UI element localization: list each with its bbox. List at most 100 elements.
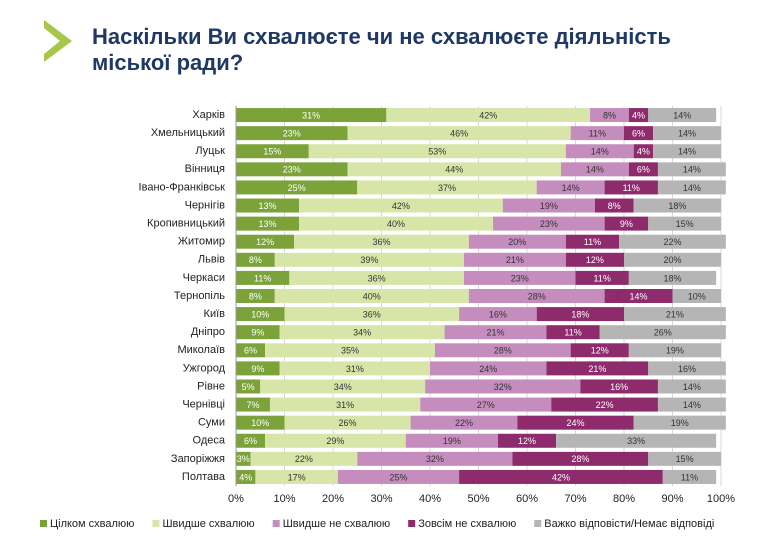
value-label: 37%	[438, 183, 456, 193]
x-tick-label: 90%	[661, 493, 683, 505]
value-label: 4%	[637, 147, 650, 157]
value-label: 20%	[508, 237, 526, 247]
value-label: 18%	[571, 309, 589, 319]
bar-segment	[604, 216, 649, 231]
bar-segment	[619, 234, 726, 249]
value-label: 36%	[368, 273, 386, 283]
value-label: 14%	[683, 183, 701, 193]
value-label: 53%	[428, 147, 446, 157]
value-label: 23%	[511, 273, 529, 283]
bar-segment	[236, 343, 266, 358]
chart-title: Наскільки Ви схвалюєте чи не схвалюєте д…	[92, 24, 671, 75]
bar-segment	[648, 451, 721, 466]
bar-segment	[250, 451, 358, 466]
value-label: 19%	[443, 436, 461, 446]
legend-swatch	[40, 520, 47, 527]
value-label: 11%	[623, 183, 640, 193]
value-label: 40%	[363, 291, 381, 301]
bar-segment	[463, 270, 576, 285]
value-label: 19%	[666, 346, 684, 356]
value-label: 9%	[251, 328, 264, 338]
bar-segment	[575, 270, 629, 285]
bar-segment	[468, 289, 605, 303]
value-label: 17%	[288, 472, 306, 482]
y-tick-label: Чернівці	[182, 398, 225, 410]
value-label: 14%	[630, 291, 648, 301]
bar-segment	[517, 415, 634, 430]
bar-segment	[594, 198, 634, 213]
bar-segment	[236, 180, 358, 195]
y-tick-label: Дніпро	[191, 326, 225, 338]
value-label: 13%	[259, 201, 277, 211]
value-label: 34%	[353, 328, 371, 338]
bar-segment	[624, 252, 721, 267]
value-label: 19%	[540, 201, 558, 211]
value-label: 18%	[663, 273, 681, 283]
value-label: 10%	[688, 291, 706, 301]
bar-segment	[628, 270, 717, 285]
bar-segment	[274, 252, 464, 267]
value-label: 4%	[632, 110, 645, 120]
value-label: 8%	[603, 110, 616, 120]
bar-segment	[337, 469, 460, 484]
bar-segment	[633, 144, 654, 159]
value-label: 42%	[552, 472, 570, 482]
bar-segment	[308, 144, 566, 159]
bar-segment	[565, 144, 634, 159]
value-label: 4%	[239, 472, 252, 482]
bar-segment	[265, 433, 406, 448]
value-label: 35%	[341, 346, 359, 356]
legend-swatch	[152, 520, 160, 527]
bar-segment	[560, 162, 629, 177]
bar-segment	[236, 252, 275, 267]
bar-segment	[236, 415, 285, 430]
value-label: 11%	[593, 273, 610, 283]
bar-segment	[570, 126, 624, 141]
bar-segment	[633, 198, 721, 213]
bar-segment	[236, 108, 387, 123]
y-tick-label: Черкаси	[183, 272, 225, 284]
bar-segment	[580, 379, 658, 394]
value-label: 24%	[479, 364, 497, 374]
value-label: 14%	[673, 110, 691, 120]
x-tick-label: 20%	[322, 493, 344, 505]
y-tick-label: Львів	[198, 254, 225, 266]
value-label: 14%	[591, 147, 609, 157]
bar-segment	[236, 216, 300, 231]
bar-segment	[662, 469, 717, 484]
value-label: 12%	[591, 346, 609, 356]
y-tick-label: Кропивницький	[147, 218, 225, 230]
y-tick-label: Тернопіль	[174, 290, 225, 302]
x-tick-label: 50%	[467, 493, 489, 505]
bar-segment	[624, 126, 654, 141]
bar-segment	[512, 451, 649, 466]
bar-segment	[493, 216, 605, 231]
legend-label: Швидше не схвалюю	[283, 518, 391, 530]
value-label: 21%	[506, 255, 524, 265]
bar-segment	[434, 343, 571, 358]
value-label: 31%	[336, 400, 354, 410]
x-tick-label: 80%	[613, 493, 635, 505]
y-tick-label: Житомир	[178, 236, 225, 248]
bar-segment	[236, 126, 348, 141]
bar-segment	[294, 234, 469, 249]
bar-segment	[236, 469, 256, 484]
legend-label: Швидше схвалюю	[162, 518, 254, 530]
value-label: 6%	[244, 436, 257, 446]
bar-segment	[269, 397, 421, 412]
bar-segment	[604, 180, 658, 195]
bar-segment	[565, 252, 624, 267]
value-label: 15%	[676, 454, 694, 464]
value-label: 10%	[251, 418, 269, 428]
value-label: 5%	[242, 382, 255, 392]
value-label: 11%	[589, 129, 606, 139]
bar-segment	[236, 433, 266, 448]
bar-segment	[628, 108, 649, 123]
bar-segment	[648, 361, 726, 376]
value-label: 25%	[288, 183, 306, 193]
bar-segment	[430, 361, 547, 376]
value-label: 21%	[588, 364, 606, 374]
bar-segment	[236, 451, 251, 466]
